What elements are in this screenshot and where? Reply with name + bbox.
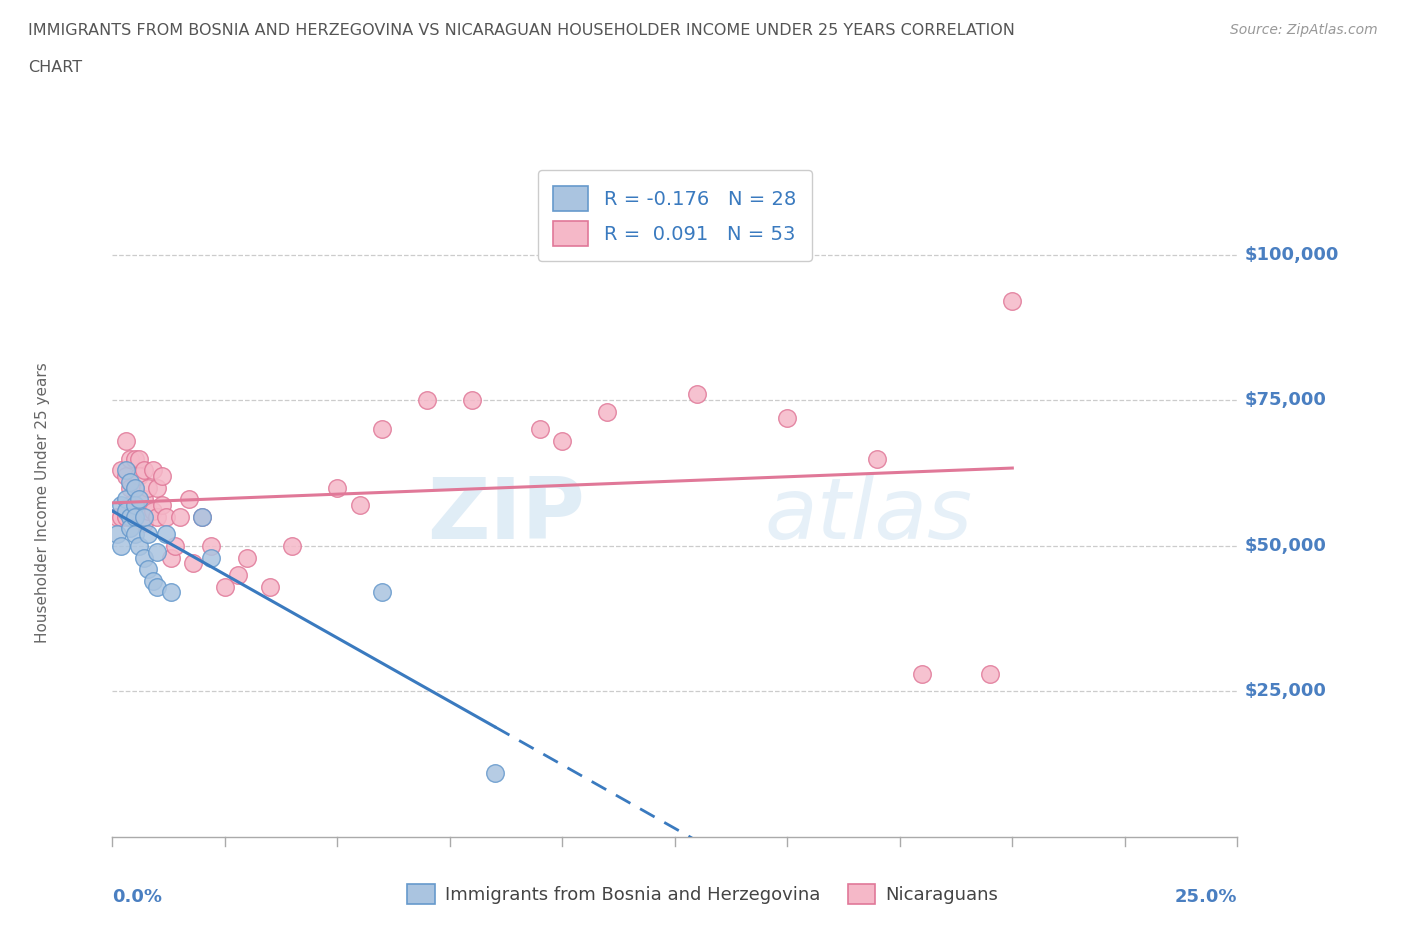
Point: [155, 526, 177, 541]
Point: [142, 574, 165, 589]
Point: [191, 510, 214, 525]
Point: [128, 469, 150, 484]
Point: [132, 492, 155, 507]
Point: [200, 550, 222, 565]
Point: [110, 510, 132, 525]
Point: [105, 510, 128, 525]
Point: [686, 387, 709, 402]
Point: [146, 544, 169, 559]
Text: Householder Income Under 25 years: Householder Income Under 25 years: [35, 362, 49, 643]
Point: [132, 550, 155, 565]
Point: [120, 474, 142, 489]
Text: $75,000: $75,000: [1244, 392, 1326, 409]
Point: [128, 492, 150, 507]
Text: 0.0%: 0.0%: [112, 888, 163, 906]
Point: [138, 562, 160, 577]
Point: [165, 538, 187, 553]
Point: [120, 521, 142, 536]
Point: [138, 480, 160, 495]
Point: [160, 585, 183, 600]
Point: [124, 451, 146, 466]
Point: [124, 498, 146, 512]
Point: [529, 422, 551, 437]
Point: [120, 498, 142, 512]
Point: [138, 526, 160, 541]
Point: [551, 433, 574, 448]
Legend: Immigrants from Bosnia and Herzegovina, Nicaraguans: Immigrants from Bosnia and Herzegovina, …: [401, 876, 1005, 911]
Point: [150, 469, 173, 484]
Point: [115, 463, 138, 478]
Point: [169, 510, 191, 525]
Text: CHART: CHART: [28, 60, 82, 75]
Point: [200, 538, 222, 553]
Legend: R = -0.176   N = 28, R =  0.091   N = 53: R = -0.176 N = 28, R = 0.091 N = 53: [538, 170, 811, 261]
Text: 25.0%: 25.0%: [1175, 888, 1237, 906]
Point: [124, 526, 146, 541]
Text: atlas: atlas: [765, 474, 973, 557]
Point: [146, 510, 169, 525]
Point: [461, 392, 484, 407]
Point: [128, 503, 150, 518]
Point: [1001, 294, 1024, 309]
Point: [371, 585, 394, 600]
Point: [776, 410, 799, 425]
Text: IMMIGRANTS FROM BOSNIA AND HERZEGOVINA VS NICARAGUAN HOUSEHOLDER INCOME UNDER 25: IMMIGRANTS FROM BOSNIA AND HERZEGOVINA V…: [28, 23, 1015, 38]
Point: [105, 526, 128, 541]
Point: [115, 510, 138, 525]
Point: [349, 498, 371, 512]
Point: [120, 510, 142, 525]
Text: Source: ZipAtlas.com: Source: ZipAtlas.com: [1230, 23, 1378, 37]
Point: [124, 480, 146, 495]
Point: [128, 451, 150, 466]
Text: ZIP: ZIP: [427, 474, 585, 557]
Point: [115, 503, 138, 518]
Point: [115, 433, 138, 448]
Point: [120, 451, 142, 466]
Point: [124, 510, 146, 525]
Point: [160, 550, 183, 565]
Point: [155, 510, 177, 525]
Point: [866, 451, 889, 466]
Point: [214, 579, 236, 594]
Point: [128, 538, 150, 553]
Text: $25,000: $25,000: [1244, 683, 1326, 700]
Point: [183, 556, 205, 571]
Point: [228, 567, 250, 582]
Point: [326, 480, 349, 495]
Point: [484, 765, 506, 780]
Point: [146, 480, 169, 495]
Point: [416, 392, 439, 407]
Point: [124, 480, 146, 495]
Point: [177, 492, 200, 507]
Point: [142, 463, 165, 478]
Text: $50,000: $50,000: [1244, 537, 1326, 555]
Point: [146, 579, 169, 594]
Point: [142, 503, 165, 518]
Text: $100,000: $100,000: [1244, 246, 1339, 264]
Point: [132, 515, 155, 530]
Point: [138, 503, 160, 518]
Point: [110, 498, 132, 512]
Point: [150, 498, 173, 512]
Point: [132, 463, 155, 478]
Point: [132, 510, 155, 525]
Point: [596, 405, 619, 419]
Point: [115, 492, 138, 507]
Point: [115, 469, 138, 484]
Point: [259, 579, 281, 594]
Point: [371, 422, 394, 437]
Point: [124, 503, 146, 518]
Point: [281, 538, 304, 553]
Point: [110, 463, 132, 478]
Point: [979, 667, 1001, 682]
Point: [120, 480, 142, 495]
Point: [110, 538, 132, 553]
Point: [236, 550, 259, 565]
Point: [911, 667, 934, 682]
Point: [191, 510, 214, 525]
